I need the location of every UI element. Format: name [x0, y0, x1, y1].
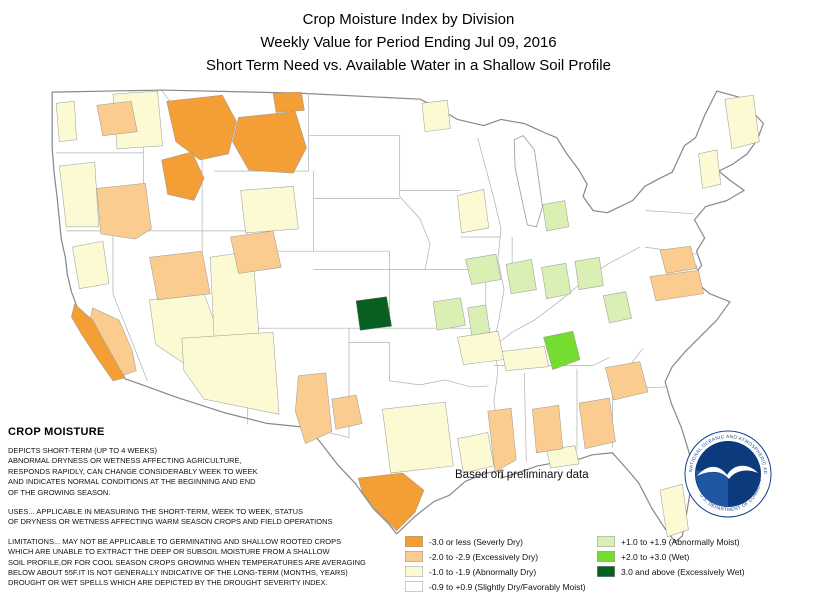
title-line-3: Short Term Need vs. Available Water in a…	[206, 57, 611, 74]
region-north-montana	[272, 91, 305, 113]
region-maine	[724, 94, 760, 150]
legend-swatch-near-normal	[405, 581, 423, 592]
region-washington-tan	[96, 100, 138, 136]
region-louisiana	[457, 432, 495, 474]
region-central-montana	[232, 111, 307, 174]
region-west-texas	[331, 394, 363, 430]
region-wyoming	[240, 186, 299, 234]
noaa-logo: NATIONAL OCEANIC AND ATMOSPHERIC ADMINIS…	[684, 430, 772, 518]
us-map	[51, 89, 765, 543]
region-west-washington	[55, 100, 77, 143]
info-description: DEPICTS SHORT-TERM (UP TO 4 WEEKS) ABNOR…	[8, 446, 258, 497]
region-south-florida	[659, 483, 689, 538]
region-north-california	[72, 240, 110, 289]
legend-swatch-severely-dry	[405, 536, 423, 547]
region-central-oregon	[96, 183, 152, 240]
abnormally-dry-regions	[55, 90, 760, 538]
region-kansas-b	[467, 304, 491, 336]
region-central-new-mexico	[295, 372, 333, 445]
region-mississippi	[487, 407, 517, 473]
region-ohio	[574, 256, 604, 290]
noaa-wave	[695, 470, 728, 507]
legend-label-excessively-wet: 3.0 and above (Excessively Wet)	[621, 566, 745, 577]
excessively-dry-regions	[88, 100, 704, 473]
title-line-1: Crop Moisture Index by Division	[302, 11, 515, 28]
legend-item-severely-dry: -3.0 or less (Severly Dry)	[405, 536, 586, 547]
severely-dry-regions	[71, 91, 425, 532]
region-central-texas	[382, 401, 454, 474]
region-kentucky	[543, 330, 581, 371]
legend-left-column: -3.0 or less (Severly Dry) -2.0 to -2.9 …	[405, 536, 586, 596]
region-wisconsin	[457, 189, 490, 234]
region-florida-panhandle	[546, 445, 580, 469]
region-tennessee	[501, 346, 549, 371]
info-limitations: LIMITATIONS... MAY NOT BE APPLICABLE TO …	[8, 536, 366, 588]
legend-swatch-wet	[597, 551, 615, 562]
legend-item-abnormally-moist: +1.0 to +1.9 (Abnormally Moist)	[597, 536, 745, 547]
info-block: CROP MOISTURE DEPICTS SHORT-TERM (UP TO …	[8, 426, 400, 598]
legend-swatch-abnormally-dry	[405, 566, 423, 577]
region-west-virginia	[603, 291, 632, 324]
info-heading: CROP MOISTURE	[8, 426, 105, 438]
region-indiana	[541, 263, 572, 300]
legend-label-abnormally-moist: +1.0 to +1.9 (Abnormally Moist)	[621, 536, 740, 547]
region-new-york	[659, 245, 697, 274]
title-line-2: Weekly Value for Period Ending Jul 09, 2…	[260, 34, 557, 51]
legend-label-wet: +2.0 to +3.0 (Wet)	[621, 551, 690, 562]
region-north-nevada	[149, 250, 211, 301]
region-michigan	[542, 200, 570, 232]
legend-label-excessively-dry: -2.0 to -2.9 (Excessively Dry)	[429, 551, 539, 562]
region-new-england	[698, 149, 722, 189]
lake-michigan	[513, 135, 543, 228]
page-title: Crop Moisture Index by Division Weekly V…	[0, 8, 817, 77]
region-kansas-a	[432, 297, 466, 331]
region-south-carolina	[605, 361, 649, 401]
preliminary-data-note: Based on preliminary data	[455, 469, 589, 481]
region-idaho	[161, 151, 205, 201]
region-illinois	[505, 258, 537, 295]
legend-right-column: +1.0 to +1.9 (Abnormally Moist) +2.0 to …	[597, 536, 745, 581]
region-west-oregon	[58, 161, 100, 228]
legend-swatch-abnormally-moist	[597, 536, 615, 547]
region-south-texas	[357, 472, 425, 532]
noaa-gull-icon	[697, 465, 758, 479]
region-arizona	[181, 331, 280, 415]
region-missouri	[457, 330, 505, 365]
region-utah-wyoming	[230, 230, 282, 274]
legend-item-excessively-wet: 3.0 and above (Excessively Wet)	[597, 566, 745, 577]
legend-item-near-normal: -0.9 to +0.9 (Slightly Dry/Favorably Moi…	[405, 581, 586, 592]
abnormally-moist-regions	[432, 200, 632, 336]
legend-label-severely-dry: -3.0 or less (Severly Dry)	[429, 536, 523, 547]
region-pennsylvania	[649, 270, 704, 302]
legend-item-excessively-dry: -2.0 to -2.9 (Excessively Dry)	[405, 551, 586, 562]
region-alabama	[532, 404, 564, 454]
region-east-colorado	[355, 296, 392, 331]
legend-swatch-excessively-wet	[597, 566, 615, 577]
legend-item-abnormally-dry: -1.0 to -1.9 (Abnormally Dry)	[405, 566, 586, 577]
region-iowa	[465, 253, 502, 285]
region-west-montana	[166, 94, 237, 161]
legend-item-wet: +2.0 to +3.0 (Wet)	[597, 551, 745, 562]
region-california-coast	[71, 303, 126, 382]
info-uses: USES... APPLICABLE IN MEASURING THE SHOR…	[8, 507, 333, 527]
legend-label-abnormally-dry: -1.0 to -1.9 (Abnormally Dry)	[429, 566, 537, 577]
region-georgia	[578, 397, 616, 450]
legend-label-near-normal: -0.9 to +0.9 (Slightly Dry/Favorably Moi…	[429, 581, 586, 592]
legend-swatch-excessively-dry	[405, 551, 423, 562]
map-area: Based on preliminary data NATIONAL OCEAN…	[40, 76, 810, 554]
region-north-minnesota	[421, 99, 451, 132]
